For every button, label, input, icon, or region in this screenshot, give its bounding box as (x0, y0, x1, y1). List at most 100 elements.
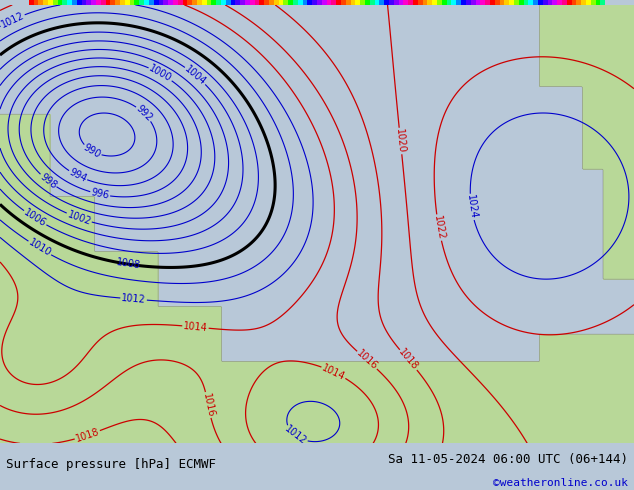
Bar (528, 0, 533, 5)
Text: 996: 996 (90, 188, 110, 201)
Bar (67, 0, 72, 5)
Bar (48, 0, 53, 5)
Bar (240, 0, 245, 5)
Bar (485, 0, 490, 5)
Bar (572, 0, 576, 5)
Bar (183, 0, 187, 5)
Bar (519, 0, 524, 5)
Bar (187, 0, 192, 5)
Bar (490, 0, 495, 5)
Bar (62, 0, 67, 5)
Bar (379, 0, 384, 5)
Text: 990: 990 (82, 142, 103, 160)
Bar (58, 0, 62, 5)
Text: 998: 998 (38, 172, 58, 191)
Bar (43, 0, 48, 5)
Bar (447, 0, 451, 5)
Text: 992: 992 (134, 103, 154, 123)
Bar (235, 0, 240, 5)
Text: 1020: 1020 (394, 128, 406, 154)
Text: 1014: 1014 (183, 321, 208, 333)
Bar (226, 0, 231, 5)
Text: 1016: 1016 (201, 392, 216, 418)
Bar (451, 0, 456, 5)
Bar (298, 0, 302, 5)
Bar (259, 0, 264, 5)
Bar (576, 0, 581, 5)
Bar (548, 0, 552, 5)
Bar (336, 0, 341, 5)
Bar (389, 0, 394, 5)
Bar (466, 0, 470, 5)
Bar (332, 0, 336, 5)
Bar (130, 0, 134, 5)
Text: 994: 994 (67, 167, 88, 184)
Bar (173, 0, 178, 5)
Bar (197, 0, 202, 5)
Bar (327, 0, 332, 5)
Bar (106, 0, 110, 5)
Bar (567, 0, 572, 5)
Bar (115, 0, 120, 5)
Bar (255, 0, 259, 5)
Bar (302, 0, 307, 5)
Bar (153, 0, 158, 5)
Text: ©weatheronline.co.uk: ©weatheronline.co.uk (493, 478, 628, 488)
Bar (495, 0, 500, 5)
Text: Sa 11-05-2024 06:00 UTC (06+144): Sa 11-05-2024 06:00 UTC (06+144) (387, 453, 628, 466)
Bar (504, 0, 509, 5)
Bar (144, 0, 149, 5)
Bar (509, 0, 514, 5)
Bar (216, 0, 221, 5)
Bar (72, 0, 77, 5)
Bar (77, 0, 82, 5)
Bar (533, 0, 538, 5)
Bar (86, 0, 91, 5)
Bar (346, 0, 351, 5)
Bar (356, 0, 360, 5)
Bar (399, 0, 403, 5)
Bar (524, 0, 528, 5)
Bar (384, 0, 389, 5)
Bar (96, 0, 101, 5)
Bar (341, 0, 346, 5)
Bar (101, 0, 106, 5)
Bar (211, 0, 216, 5)
Bar (53, 0, 58, 5)
Bar (500, 0, 504, 5)
Bar (120, 0, 125, 5)
Text: 1016: 1016 (354, 348, 380, 372)
Text: 1008: 1008 (116, 257, 141, 271)
Bar (29, 0, 34, 5)
Text: 1006: 1006 (22, 207, 48, 229)
Bar (600, 0, 605, 5)
Bar (278, 0, 283, 5)
Text: 1010: 1010 (27, 238, 53, 259)
Bar (423, 0, 427, 5)
Bar (456, 0, 461, 5)
Bar (543, 0, 548, 5)
Bar (538, 0, 543, 5)
Bar (207, 0, 211, 5)
Text: 1004: 1004 (183, 64, 208, 87)
Bar (514, 0, 519, 5)
Bar (293, 0, 298, 5)
Text: 1012: 1012 (121, 293, 146, 305)
Text: 1014: 1014 (320, 362, 347, 382)
Bar (351, 0, 356, 5)
Bar (110, 0, 115, 5)
Bar (178, 0, 183, 5)
Bar (461, 0, 466, 5)
Bar (283, 0, 288, 5)
Bar (418, 0, 423, 5)
Bar (552, 0, 557, 5)
Bar (158, 0, 164, 5)
Bar (134, 0, 139, 5)
Text: 1012: 1012 (283, 424, 308, 447)
Bar (591, 0, 595, 5)
Bar (245, 0, 250, 5)
Bar (139, 0, 144, 5)
Text: 1018: 1018 (397, 347, 420, 372)
Text: 1012: 1012 (0, 10, 26, 30)
Bar (581, 0, 586, 5)
